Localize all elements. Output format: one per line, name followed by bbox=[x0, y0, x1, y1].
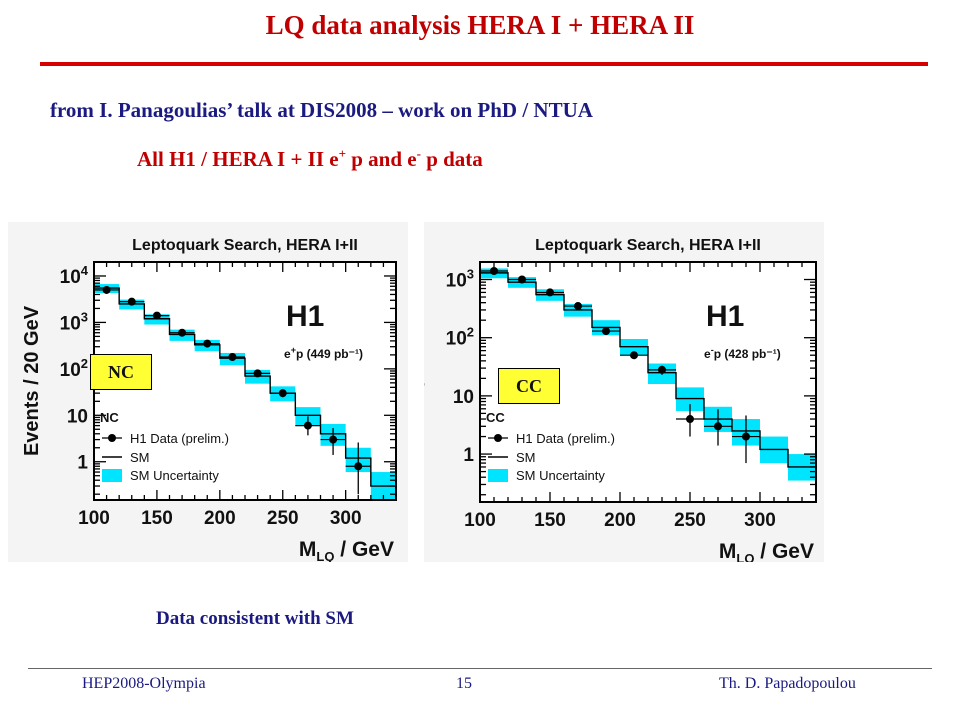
data-point bbox=[742, 432, 750, 441]
legend-heading: NC bbox=[100, 410, 119, 425]
data-point bbox=[518, 275, 526, 284]
legend-band-label: SM Uncertainty bbox=[516, 468, 605, 483]
legend-data-label: H1 Data (prelim.) bbox=[130, 431, 229, 446]
data-point bbox=[127, 297, 136, 306]
y-tick-label: 1 bbox=[463, 445, 474, 466]
data-point bbox=[574, 302, 582, 311]
data-point bbox=[658, 365, 666, 374]
data-point bbox=[686, 415, 694, 424]
footer-author: Th. D. Papadopoulou bbox=[719, 675, 856, 692]
legend-band-swatch bbox=[488, 469, 508, 482]
y-tick-label: 102 bbox=[60, 356, 88, 381]
conclusion-text: Data consistent with SM bbox=[156, 608, 354, 629]
x-tick-label: 250 bbox=[267, 508, 299, 529]
cc-chart: 100 150 200 250 300 1 10 102 103 MLQ / GeV Events … bbox=[407, 222, 824, 566]
slide-title: LQ data analysis HERA I + HERA II bbox=[265, 10, 695, 40]
y-tick-label: 104 bbox=[60, 263, 89, 288]
legend-sm-label: SM bbox=[516, 450, 536, 465]
x-tick-label: 150 bbox=[534, 510, 566, 531]
data-point bbox=[490, 267, 498, 276]
footer-page-number: 15 bbox=[456, 675, 472, 692]
y-tick-label: 102 bbox=[446, 325, 474, 350]
y-axis-title: Events / 20 GeV bbox=[21, 305, 43, 456]
nc-chart-panel: 100 150 200 250 300 1 10 102 103 104 MLQ / GeV Even… bbox=[8, 222, 408, 567]
nc-chart: 100 150 200 250 300 1 10 102 103 104 MLQ / GeV Even… bbox=[8, 222, 408, 564]
cc-tag: CC bbox=[498, 368, 560, 404]
y-tick-label: 10 bbox=[67, 406, 88, 427]
nc-tag: NC bbox=[90, 354, 152, 390]
chart-title: Leptoquark Search, HERA I+II bbox=[535, 237, 761, 254]
x-axis-title: MLQ / GeV bbox=[719, 540, 814, 562]
title-underline bbox=[40, 62, 928, 66]
data-point bbox=[178, 328, 187, 337]
data-point bbox=[714, 422, 722, 431]
chart-title: Leptoquark Search, HERA I+II bbox=[132, 237, 358, 254]
legend-data-marker bbox=[108, 434, 116, 442]
x-tick-label: 200 bbox=[604, 510, 636, 531]
x-tick-label: 250 bbox=[674, 510, 706, 531]
data-point bbox=[354, 462, 363, 471]
y-tick-label: 103 bbox=[446, 267, 474, 292]
data-point bbox=[546, 288, 554, 297]
y-tick-label: 103 bbox=[60, 309, 88, 334]
legend-data-marker bbox=[494, 434, 502, 442]
legend-band-label: SM Uncertainty bbox=[130, 468, 219, 483]
data-point bbox=[329, 435, 338, 444]
footer-rule bbox=[28, 668, 932, 669]
data-point bbox=[203, 339, 212, 348]
x-axis-title: MLQ / GeV bbox=[299, 538, 394, 562]
data-point bbox=[303, 421, 312, 430]
y-tick-label: 10 bbox=[453, 387, 474, 408]
y-axis-title: Events / 20 GeV bbox=[424, 306, 429, 457]
data-point bbox=[228, 353, 237, 362]
data-point bbox=[602, 327, 610, 336]
data-point bbox=[102, 285, 111, 294]
footer-conference: HEP2008-Olympia bbox=[82, 675, 206, 692]
legend-band-swatch bbox=[102, 469, 122, 482]
legend-sm-label: SM bbox=[130, 450, 150, 465]
x-tick-label: 100 bbox=[464, 510, 496, 531]
experiment-label: H1 bbox=[706, 300, 744, 333]
x-tick-label: 100 bbox=[78, 508, 110, 529]
cc-chart-panel: 100 150 200 250 300 1 10 102 103 MLQ / GeV Events … bbox=[407, 222, 824, 567]
legend-heading: CC bbox=[486, 410, 505, 425]
x-tick-label: 150 bbox=[141, 508, 173, 529]
data-point bbox=[278, 389, 287, 398]
dataset-line: All H1 / HERA I + II e+ p and e- p data bbox=[137, 146, 483, 171]
source-line: from I. Panagoulias’ talk at DIS2008 – w… bbox=[50, 98, 593, 122]
x-tick-label: 200 bbox=[204, 508, 236, 529]
data-point bbox=[152, 311, 161, 320]
experiment-label: H1 bbox=[286, 300, 324, 333]
x-tick-label: 300 bbox=[744, 510, 776, 531]
data-point bbox=[630, 351, 638, 360]
y-tick-label: 1 bbox=[77, 453, 88, 474]
luminosity-label: e-p (428 pb⁻¹) bbox=[704, 345, 781, 361]
luminosity-label: e+p (449 pb⁻¹) bbox=[284, 345, 363, 361]
data-point bbox=[253, 369, 262, 378]
legend-data-label: H1 Data (prelim.) bbox=[516, 431, 615, 446]
sm-line bbox=[94, 287, 396, 487]
x-tick-label: 300 bbox=[330, 508, 362, 529]
